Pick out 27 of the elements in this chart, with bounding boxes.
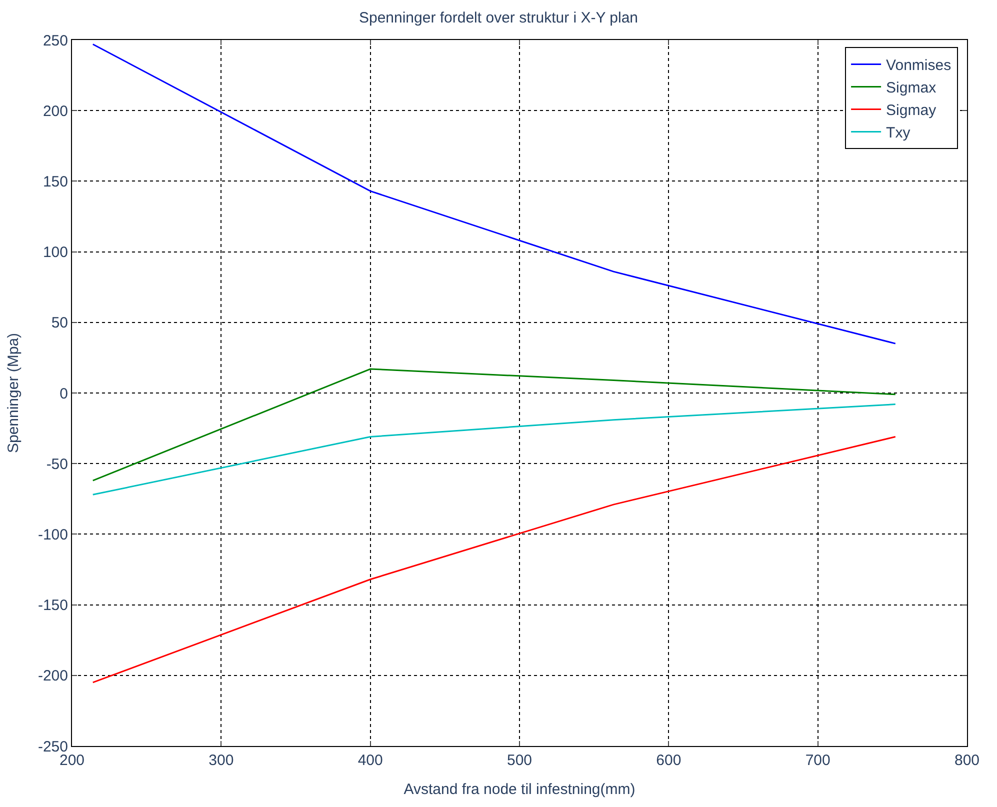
y-tick-label: -250 (38, 738, 68, 756)
x-tick-label: 300 (208, 752, 234, 769)
y-tick-label: -100 (38, 526, 68, 544)
y-tick-label: 100 (42, 244, 68, 262)
y-axis-title: Spenninger (Mpa) (5, 332, 22, 454)
y-tick-label: -50 (46, 456, 68, 473)
legend-label: Txy (886, 124, 911, 142)
x-axis-title: Avstand fra node til infestning(mm) (404, 781, 636, 798)
y-tick-label: -200 (38, 668, 68, 685)
legend-label: Sigmax (886, 80, 937, 97)
y-tick-label: 150 (42, 173, 68, 190)
y-tick-label: -150 (38, 597, 68, 614)
legend-label: Vonmises (886, 57, 952, 74)
line-series (92, 436, 896, 684)
y-tick-label: 200 (42, 102, 68, 120)
x-tick-label: 800 (954, 752, 980, 769)
y-tick-label: 0 (60, 385, 68, 402)
x-tick-label: 400 (358, 752, 383, 769)
legend-label: Sigmay (886, 102, 937, 120)
y-tick-label: 50 (51, 314, 68, 332)
x-tick-label: 500 (506, 752, 532, 769)
chart-title: Spenninger fordelt over struktur i X-Y plan (358, 10, 638, 27)
line-series (92, 368, 896, 482)
line-series (92, 404, 896, 496)
x-tick-label: 600 (656, 752, 682, 769)
y-tick-label: 250 (42, 32, 68, 50)
x-tick-label: 700 (805, 752, 830, 769)
